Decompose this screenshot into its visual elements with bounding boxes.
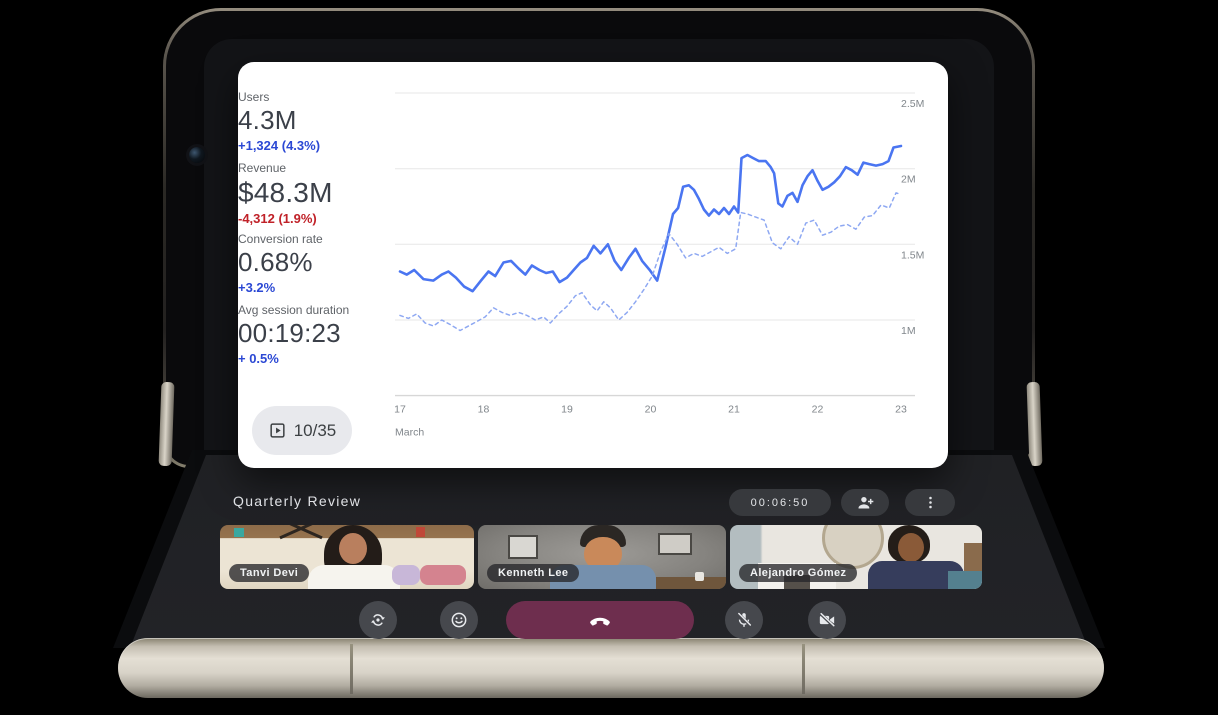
participant-tile[interactable]: Tanvi Devi [220,525,474,589]
front-camera-icon [189,147,205,163]
stat-delta: +1,324 (4.3%) [238,138,321,154]
svg-text:21: 21 [728,404,740,416]
stat-value: $48.3M [238,177,333,208]
end-call-button[interactable] [506,601,694,639]
stat-value: 0.68% [238,247,313,277]
svg-text:1M: 1M [901,325,916,337]
svg-text:2.5M: 2.5M [901,98,924,110]
meeting-timer: 00:06:50 [729,489,831,516]
participant-name-label: Tanvi Devi [229,564,310,582]
stat-label: Users [238,90,270,104]
switch-camera-icon [368,610,388,630]
svg-text:1.5M: 1.5M [901,249,924,261]
microphone-off-button[interactable] [725,601,763,639]
camera-off-button[interactable] [808,601,846,639]
stat-avg-session-duration: Avg session duration 00:19:23 + 0.5% [238,303,388,366]
shared-presentation-slide: Users 4.3M +1,324 (4.3%) Revenue $48.3M … [238,62,948,468]
stat-label: Conversion rate [238,232,323,246]
more-vert-icon [922,494,939,511]
slide-counter-text: 10/35 [293,420,337,440]
switch-camera-button[interactable] [359,601,397,639]
participant-name-label: Kenneth Lee [487,564,580,582]
emoji-icon [449,610,469,630]
more-options-button[interactable] [905,489,955,516]
svg-text:17: 17 [394,404,406,416]
stat-revenue: Revenue $48.3M -4,312 (1.9%) [238,161,388,226]
meeting-title: Quarterly Review [233,493,362,509]
svg-text:March: March [395,427,424,439]
stat-label: Revenue [238,161,287,175]
stat-conversion-rate: Conversion rate 0.68% +3.2% [238,232,388,295]
slideshow-icon [268,421,287,440]
stat-value: 4.3M [238,105,297,135]
participant-tile[interactable]: Alejandro Gómez [730,525,982,589]
reactions-button[interactable] [440,601,478,639]
svg-text:22: 22 [812,404,824,416]
analytics-line-chart: 2.5M 2M 1.5M 1M 17 18 19 20 21 22 23 March [390,80,935,452]
participant-video [220,525,474,589]
camera-off-icon [817,610,837,630]
stat-delta: -4,312 (1.9%) [238,211,317,227]
add-participant-button[interactable] [841,489,889,516]
stat-users: Users 4.3M +1,324 (4.3%) [238,90,388,153]
base-antenna-seam [350,644,353,694]
participant-tile[interactable]: Kenneth Lee [478,525,726,589]
participant-name-label: Alejandro Gómez [739,564,858,582]
svg-text:20: 20 [645,404,657,416]
stat-delta: + 0.5% [238,351,279,367]
stat-value: 00:19:23 [238,318,341,348]
svg-text:2M: 2M [901,174,916,186]
svg-text:19: 19 [561,404,573,416]
svg-text:23: 23 [895,404,907,416]
person-add-icon [856,493,875,512]
stat-label: Avg session duration [238,303,350,317]
stat-delta: +3.2% [238,280,276,296]
slide-counter-button[interactable]: 10/35 [252,406,352,455]
mic-off-icon [734,610,754,630]
device-base-edge [118,638,1104,698]
base-antenna-seam [802,644,805,694]
svg-text:18: 18 [478,404,490,416]
meeting-timer-text: 00:06:50 [750,496,810,509]
hinge-right [1026,381,1043,467]
end-call-icon [588,608,612,632]
